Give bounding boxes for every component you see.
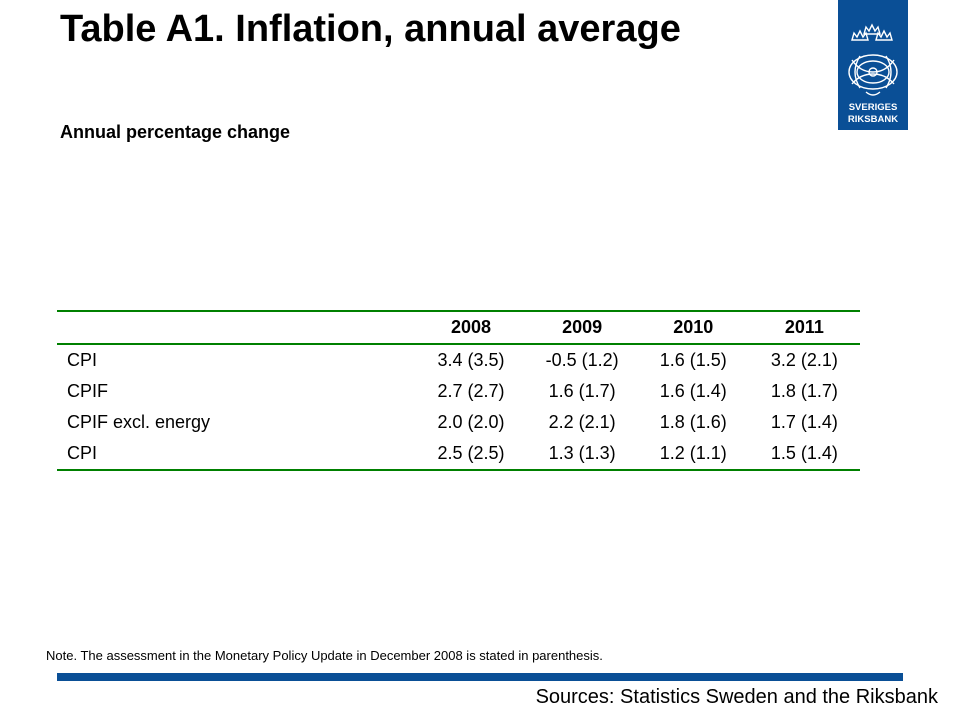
- cell-value: 3.4 (3.5): [437, 350, 505, 370]
- cell-value: 1.6 (1.5): [659, 350, 727, 370]
- cell-value: 3.2 (2.1): [770, 350, 838, 370]
- cell-value: 1.8 (1.7): [770, 381, 838, 401]
- inflation-table-body: CPI 3.4 (3.5) -0.5 (1.2) 1.6 (1.5) 3.2 (…: [57, 345, 860, 469]
- cell-value: 1.6 (1.7): [548, 381, 616, 401]
- cell-value: 1.2 (1.1): [659, 443, 727, 463]
- cell-value: 2.0 (2.0): [437, 412, 505, 432]
- column-header-2009: 2009: [562, 317, 603, 337]
- riksbank-emblem-icon: SVERIGES RIKSBANK: [848, 23, 898, 125]
- cell-value: 1.7 (1.4): [770, 412, 838, 432]
- header-rule: [57, 343, 860, 345]
- page-subtitle: Annual percentage change: [60, 122, 291, 142]
- riksbank-logo: SVERIGES RIKSBANK: [838, 0, 908, 130]
- row-label: CPIF excl. energy: [67, 412, 211, 432]
- row-label: CPIF: [67, 381, 109, 401]
- table-row: CPIF excl. energy 2.0 (2.0) 2.2 (2.1) 1.…: [57, 407, 860, 438]
- column-header-2008: 2008: [450, 317, 492, 337]
- page-title: Table A1. Inflation, annual average: [60, 8, 681, 50]
- inflation-table: 2008 2009 2010 2011: [57, 312, 860, 343]
- column-header-2011: 2011: [784, 317, 824, 337]
- cell-value: 2.2 (2.1): [548, 412, 616, 432]
- table-header-row: 2008 2009 2010 2011: [57, 312, 860, 343]
- cell-value: 1.3 (1.3): [548, 443, 616, 463]
- table-bottom-rule: [57, 469, 860, 471]
- row-label: CPI: [67, 443, 98, 463]
- cell-value: 1.8 (1.6): [659, 412, 727, 432]
- column-header-label: [57, 312, 415, 343]
- footnote: Note. The assessment in the Monetary Pol…: [46, 648, 603, 663]
- row-label: CPI: [67, 350, 98, 370]
- logo-text-line1: SVERIGES: [849, 102, 898, 113]
- logo-text-line2: RIKSBANK: [848, 114, 898, 125]
- column-header-2010: 2010: [673, 317, 714, 337]
- sources-text: Sources: Statistics Sweden and the Riksb…: [535, 686, 938, 708]
- footer-bar: [57, 673, 903, 681]
- cell-value: 1.5 (1.4): [770, 443, 838, 463]
- cell-value: -0.5 (1.2): [545, 350, 619, 370]
- table-row: CPIF 2.7 (2.7) 1.6 (1.7) 1.6 (1.4) 1.8 (…: [57, 376, 860, 407]
- table-row: CPI 3.4 (3.5) -0.5 (1.2) 1.6 (1.5) 3.2 (…: [57, 345, 860, 376]
- cell-value: 2.7 (2.7): [437, 381, 505, 401]
- table-top-rule: [57, 310, 860, 312]
- cell-value: 2.5 (2.5): [437, 443, 505, 463]
- cell-value: 1.6 (1.4): [659, 381, 727, 401]
- table-row: CPI 2.5 (2.5) 1.3 (1.3) 1.2 (1.1) 1.5 (1…: [57, 438, 860, 469]
- inflation-table-container: 2008 2009 2010 2011 CPI 3.4 (3.5) -0.5 (…: [57, 310, 860, 471]
